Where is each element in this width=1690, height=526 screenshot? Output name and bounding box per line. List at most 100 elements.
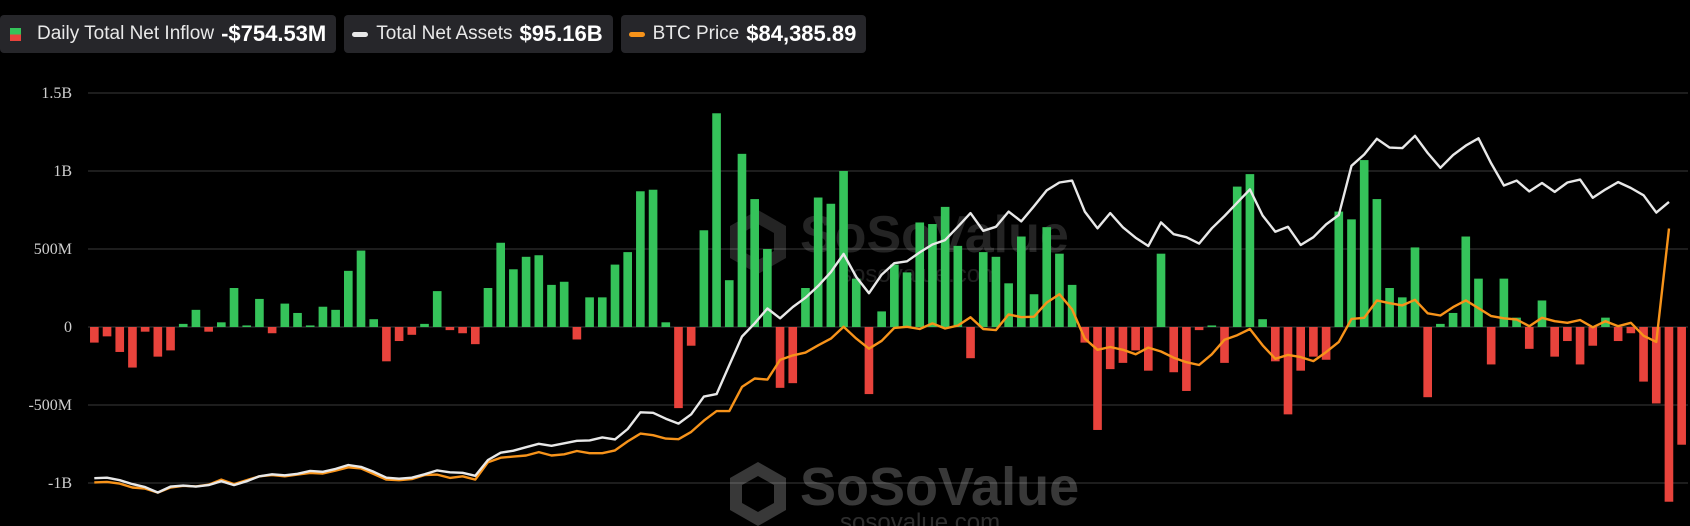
inflow-bar[interactable] (890, 264, 899, 327)
inflow-bar[interactable] (1524, 327, 1534, 349)
inflow-bar[interactable] (763, 249, 772, 327)
inflow-bar[interactable] (470, 327, 480, 345)
inflow-bar[interactable] (686, 327, 696, 346)
inflow-bar[interactable] (636, 191, 645, 327)
inflow-bar[interactable] (1436, 323, 1445, 327)
inflow-bar[interactable] (1626, 327, 1636, 334)
inflow-bar[interactable] (356, 250, 366, 327)
inflow-bar[interactable] (204, 327, 213, 332)
inflow-bar[interactable] (331, 309, 340, 327)
inflow-bar[interactable] (928, 224, 937, 327)
inflow-bar[interactable] (369, 319, 379, 327)
inflow-bar[interactable] (902, 272, 912, 327)
inflow-bar[interactable] (293, 312, 302, 327)
inflow-bar[interactable] (217, 322, 226, 327)
inflow-bar[interactable] (1486, 327, 1496, 365)
inflow-bar[interactable] (407, 327, 417, 335)
inflow-bar[interactable] (1042, 227, 1052, 327)
inflow-bar[interactable] (242, 325, 252, 327)
inflow-bar[interactable] (90, 327, 99, 343)
inflow-bar[interactable] (1474, 278, 1483, 327)
inflow-bar[interactable] (1639, 327, 1648, 382)
inflow-bar[interactable] (1550, 327, 1559, 357)
inflow-bar[interactable] (1563, 327, 1572, 342)
inflow-bar[interactable] (267, 327, 277, 334)
inflow-bar[interactable] (826, 203, 836, 327)
inflow-bar[interactable] (1347, 219, 1356, 327)
inflow-bar[interactable] (191, 309, 201, 327)
inflow-bar[interactable] (674, 327, 683, 409)
inflow-bar[interactable] (953, 245, 963, 327)
inflow-bar[interactable] (1232, 186, 1242, 327)
inflow-bar[interactable] (610, 264, 620, 327)
inflow-bar[interactable] (445, 327, 455, 331)
inflow-bar[interactable] (1309, 327, 1318, 357)
inflow-bar[interactable] (1194, 327, 1204, 331)
inflow-bar[interactable] (648, 189, 658, 327)
legend-btc-price[interactable]: BTC Price $84,385.89 (620, 15, 867, 53)
inflow-bar[interactable] (1169, 327, 1179, 373)
inflow-bar[interactable] (1182, 327, 1191, 391)
inflow-bar[interactable] (305, 325, 315, 327)
inflow-bar[interactable] (102, 327, 112, 337)
inflow-bar[interactable] (1334, 211, 1344, 327)
inflow-bar[interactable] (1461, 236, 1471, 327)
inflow-bar[interactable] (140, 327, 150, 332)
inflow-bar[interactable] (737, 153, 747, 327)
inflow-bar[interactable] (432, 291, 442, 327)
inflow-bar[interactable] (1448, 312, 1458, 327)
inflow-bar[interactable] (483, 288, 493, 327)
inflow-bar[interactable] (839, 171, 848, 327)
inflow-bar[interactable] (1258, 319, 1267, 327)
inflow-bar[interactable] (1588, 327, 1598, 346)
inflow-bar[interactable] (1537, 300, 1547, 327)
inflow-bar[interactable] (280, 303, 290, 327)
inflow-bar[interactable] (458, 327, 467, 334)
inflow-bar[interactable] (1385, 288, 1394, 327)
inflow-bar[interactable] (712, 113, 721, 327)
inflow-bar[interactable] (153, 327, 163, 357)
inflow-bar[interactable] (1080, 327, 1090, 343)
inflow-bar[interactable] (1055, 253, 1064, 327)
inflow-bar[interactable] (1575, 327, 1585, 365)
inflow-bar[interactable] (1397, 297, 1407, 327)
inflow-bar[interactable] (1004, 283, 1013, 327)
inflow-bar[interactable] (915, 222, 925, 327)
inflow-bar[interactable] (877, 311, 886, 327)
inflow-bar[interactable] (255, 298, 264, 327)
inflow-bar[interactable] (382, 327, 391, 362)
inflow-bar[interactable] (559, 281, 569, 327)
inflow-bar[interactable] (166, 327, 175, 351)
inflow-bar[interactable] (966, 327, 975, 359)
inflow-bar[interactable] (750, 199, 759, 327)
inflow-bar[interactable] (623, 252, 632, 327)
inflow-bar[interactable] (1499, 278, 1509, 327)
inflow-bar[interactable] (178, 323, 188, 327)
inflow-bar[interactable] (318, 306, 328, 327)
inflow-bar[interactable] (521, 256, 531, 327)
inflow-bar[interactable] (1207, 325, 1217, 327)
inflow-bar[interactable] (420, 323, 429, 327)
inflow-bar[interactable] (1220, 327, 1229, 363)
inflow-bar[interactable] (940, 206, 950, 327)
inflow-bar[interactable] (864, 327, 874, 395)
inflow-bar[interactable] (394, 327, 404, 342)
inflow-bar[interactable] (1270, 327, 1280, 362)
inflow-bar[interactable] (1245, 174, 1255, 327)
inflow-bar[interactable] (1372, 199, 1382, 327)
inflow-bar[interactable] (1677, 327, 1686, 445)
inflow-bar[interactable] (229, 288, 239, 327)
inflow-bar[interactable] (344, 270, 353, 327)
inflow-bar[interactable] (978, 252, 988, 327)
inflow-bar[interactable] (1118, 327, 1128, 363)
inflow-bar[interactable] (128, 327, 137, 368)
inflow-bar[interactable] (1156, 253, 1166, 327)
inflow-bar[interactable] (1512, 317, 1521, 327)
inflow-bar[interactable] (534, 255, 544, 327)
inflow-bar[interactable] (1664, 327, 1674, 502)
inflow-bar[interactable] (1283, 327, 1293, 415)
inflow-bar[interactable] (699, 230, 709, 327)
inflow-bar[interactable] (1321, 327, 1331, 360)
inflow-bar[interactable] (661, 322, 671, 327)
inflow-bar[interactable] (851, 278, 861, 327)
